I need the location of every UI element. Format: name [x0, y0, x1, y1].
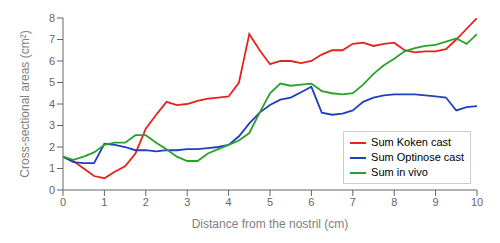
html-text:Sum Koken cast: Sum Koken cast [371, 136, 452, 148]
svg-text:6: 6 [49, 55, 55, 67]
svg-text:3: 3 [49, 119, 55, 131]
svg-text:2: 2 [49, 141, 55, 153]
svg-text:7: 7 [350, 196, 356, 208]
svg-text:7: 7 [49, 33, 55, 45]
svg-text:8: 8 [391, 196, 397, 208]
svg-text:6: 6 [308, 196, 314, 208]
html-text:Sum in vivo: Sum in vivo [371, 166, 428, 178]
svg-text:Cross-sectional areas (cm²): Cross-sectional areas (cm²) [18, 30, 32, 177]
svg-text:1: 1 [101, 196, 107, 208]
svg-text:0: 0 [60, 196, 66, 208]
svg-text:0: 0 [49, 184, 55, 196]
svg-text:4: 4 [49, 98, 55, 110]
svg-text:2: 2 [143, 196, 149, 208]
svg-text:4: 4 [226, 196, 232, 208]
svg-text:9: 9 [433, 196, 439, 208]
html-text:Sum Optinose cast: Sum Optinose cast [371, 151, 464, 163]
svg-text:8: 8 [49, 12, 55, 24]
svg-text:1: 1 [49, 162, 55, 174]
svg-text:10: 10 [471, 196, 483, 208]
svg-text:Distance from the nostril (cm): Distance from the nostril (cm) [192, 217, 349, 231]
svg-text:5: 5 [49, 76, 55, 88]
svg-text:3: 3 [184, 196, 190, 208]
svg-text:5: 5 [267, 196, 273, 208]
